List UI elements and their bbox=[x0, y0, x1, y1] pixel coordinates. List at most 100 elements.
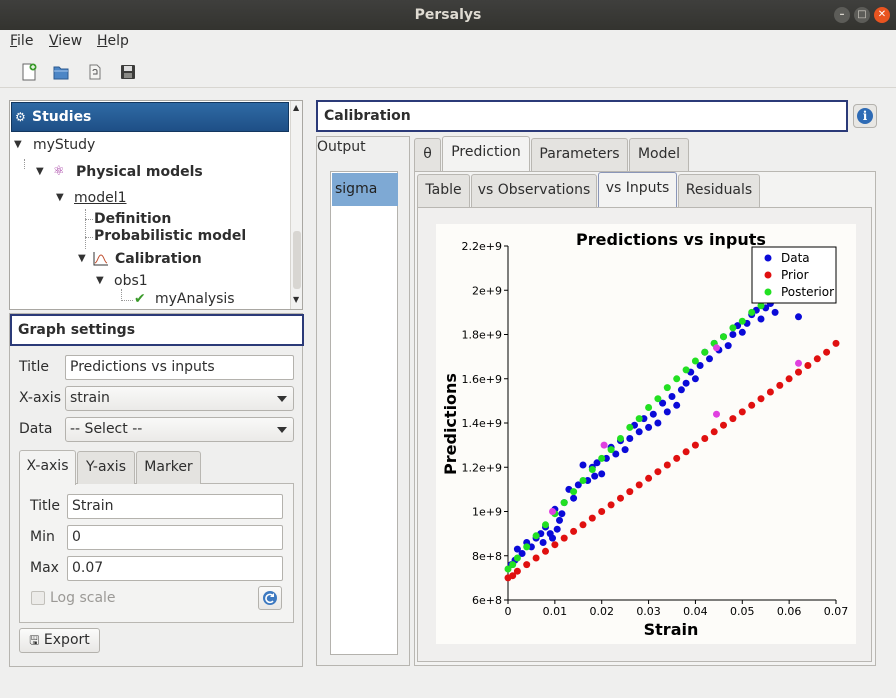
import-python-icon[interactable] bbox=[84, 61, 106, 83]
point-data bbox=[673, 401, 681, 409]
y-tick-label: 8e+8 bbox=[472, 550, 502, 563]
menu-view-label: iew bbox=[58, 33, 83, 49]
point-data bbox=[691, 375, 699, 383]
subtab-residuals[interactable]: Residuals bbox=[678, 174, 760, 207]
tree-item-obs1[interactable]: ▼ obs1 bbox=[96, 271, 148, 291]
info-button[interactable]: i bbox=[853, 104, 877, 128]
point-data bbox=[553, 525, 561, 533]
point-prior bbox=[523, 561, 531, 569]
point-data bbox=[539, 539, 547, 546]
point-prior bbox=[607, 501, 615, 509]
export-button-label: Export bbox=[43, 632, 90, 648]
point-data bbox=[598, 470, 606, 478]
point-data bbox=[645, 423, 653, 431]
xaxis-select[interactable]: strain bbox=[65, 386, 294, 411]
log-scale-checkbox[interactable] bbox=[31, 591, 45, 605]
point-prior bbox=[645, 474, 653, 482]
data-label: Data bbox=[19, 421, 53, 437]
collapse-triangle-icon[interactable]: ▼ bbox=[96, 275, 104, 286]
scroll-down-icon[interactable]: ▼ bbox=[293, 295, 300, 304]
tree-scrollbar[interactable]: ▲ ▼ bbox=[290, 101, 302, 309]
axis-max-input[interactable]: 0.07 bbox=[67, 556, 283, 581]
output-item-sigma[interactable]: sigma bbox=[332, 173, 398, 206]
save-icon[interactable] bbox=[117, 61, 139, 83]
tab-model[interactable]: Model bbox=[629, 138, 689, 171]
axis-min-input[interactable]: 0 bbox=[67, 525, 283, 550]
refresh-button[interactable] bbox=[258, 586, 282, 610]
data-select[interactable]: -- Select -- bbox=[65, 417, 294, 442]
scroll-up-icon[interactable]: ▲ bbox=[293, 103, 300, 112]
output-list: sigma bbox=[330, 171, 398, 655]
x-tick-label: 0.06 bbox=[777, 605, 802, 618]
tab-prediction[interactable]: Prediction bbox=[442, 136, 530, 171]
point-prior bbox=[832, 339, 840, 347]
tree-item-label: Definition bbox=[94, 211, 172, 227]
point-data bbox=[668, 393, 676, 400]
point-data bbox=[771, 308, 779, 316]
point-posterior bbox=[542, 521, 549, 529]
studies-tree-panel: ⚙ Studies ▼ myStudy ▼ ⚛ Physical models … bbox=[9, 100, 303, 310]
collapse-triangle-icon[interactable]: ▼ bbox=[56, 192, 64, 203]
point-prior bbox=[795, 368, 802, 376]
studies-header[interactable]: ⚙ Studies bbox=[11, 102, 289, 132]
point-highlight bbox=[713, 344, 720, 352]
maximize-icon[interactable]: □ bbox=[854, 7, 870, 23]
point-data bbox=[654, 419, 662, 427]
point-posterior bbox=[598, 454, 606, 462]
x-tick-label: 0.04 bbox=[683, 605, 708, 618]
legend-marker bbox=[764, 271, 772, 279]
tab-y-axis[interactable]: Y-axis bbox=[77, 451, 135, 484]
tree-scroll-thumb[interactable] bbox=[293, 231, 301, 289]
point-data bbox=[706, 355, 713, 363]
axis-title-input[interactable]: Strain bbox=[67, 494, 283, 519]
menu-help[interactable]: Help bbox=[97, 33, 129, 49]
export-button[interactable]: 🖫 Export bbox=[19, 628, 100, 653]
menu-file[interactable]: File bbox=[10, 33, 33, 49]
tree-item-model1[interactable]: ▼ model1 bbox=[56, 188, 127, 208]
close-icon[interactable]: ✕ bbox=[874, 7, 890, 23]
subtab-table[interactable]: Table bbox=[417, 174, 470, 207]
physical-models-icon: ⚛ bbox=[53, 164, 65, 179]
point-posterior bbox=[748, 308, 756, 316]
menu-bar: File View Help bbox=[0, 30, 896, 52]
minimize-icon[interactable]: – bbox=[834, 7, 850, 23]
point-posterior bbox=[570, 488, 578, 496]
chevron-down-icon bbox=[277, 396, 287, 402]
chart-xlabel: Strain bbox=[644, 620, 699, 639]
collapse-triangle-icon[interactable]: ▼ bbox=[36, 166, 44, 177]
xaxis-label: X-axis bbox=[19, 390, 61, 406]
log-scale-label: Log scale bbox=[50, 590, 116, 606]
menu-view[interactable]: View bbox=[49, 33, 82, 49]
point-posterior bbox=[729, 324, 737, 332]
point-prior bbox=[804, 362, 812, 369]
tree-item-calibration[interactable]: ▼ Calibration bbox=[78, 249, 202, 269]
point-posterior bbox=[682, 366, 690, 374]
tree-item-mystudy[interactable]: ▼ myStudy bbox=[14, 135, 95, 155]
collapse-triangle-icon[interactable]: ▼ bbox=[78, 253, 86, 264]
point-prior bbox=[579, 521, 587, 529]
point-posterior bbox=[738, 317, 746, 325]
point-prior bbox=[720, 421, 727, 429]
tab-x-axis[interactable]: X-axis bbox=[19, 450, 76, 485]
point-data bbox=[649, 410, 657, 418]
subtab-vs-inputs[interactable]: vs Inputs bbox=[598, 172, 677, 207]
info-icon: i bbox=[857, 108, 873, 124]
point-data bbox=[795, 313, 802, 321]
tree-item-definition[interactable]: Definition bbox=[94, 209, 171, 229]
collapse-triangle-icon[interactable]: ▼ bbox=[14, 139, 22, 150]
point-posterior bbox=[504, 565, 512, 573]
point-prior bbox=[617, 494, 624, 502]
tree-item-probabilistic-model[interactable]: Probabilistic model bbox=[94, 226, 246, 246]
y-tick-label: 2.2e+9 bbox=[462, 240, 502, 253]
open-study-icon[interactable] bbox=[50, 61, 72, 83]
point-data bbox=[513, 545, 521, 553]
subtab-vs-observations[interactable]: vs Observations bbox=[471, 174, 597, 207]
graph-title-input[interactable]: Predictions vs inputs bbox=[65, 355, 294, 380]
point-highlight bbox=[713, 410, 720, 418]
tree-item-physical-models[interactable]: ▼ ⚛ Physical models bbox=[36, 162, 203, 182]
tab-parameters[interactable]: Parameters bbox=[531, 138, 628, 171]
tab-theta[interactable]: θ bbox=[414, 138, 441, 171]
tab-marker[interactable]: Marker bbox=[136, 451, 201, 484]
new-study-icon[interactable] bbox=[18, 61, 40, 83]
tree-item-myanalysis[interactable]: ✔ myAnalysis bbox=[134, 289, 235, 309]
